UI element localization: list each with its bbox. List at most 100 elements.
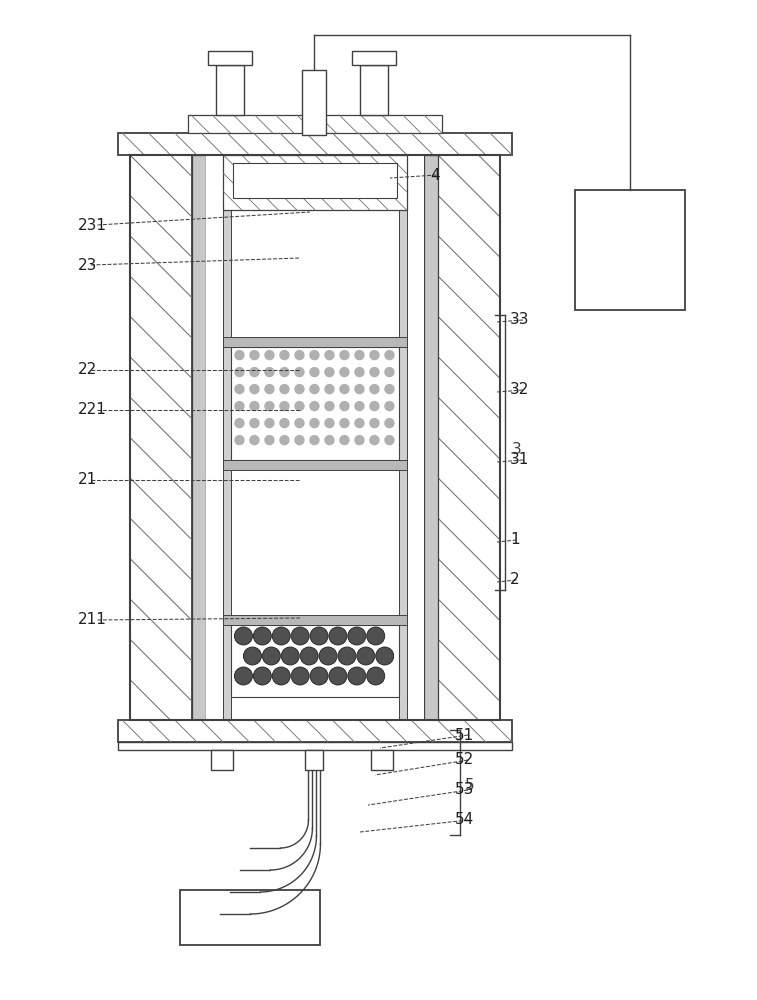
- Circle shape: [338, 647, 356, 665]
- Circle shape: [265, 402, 274, 411]
- Circle shape: [385, 419, 394, 428]
- Bar: [398, 155, 407, 720]
- Circle shape: [357, 647, 375, 665]
- Circle shape: [310, 402, 319, 411]
- Text: 23: 23: [78, 257, 98, 272]
- Circle shape: [282, 647, 299, 665]
- Circle shape: [265, 368, 274, 377]
- Bar: [130, 155, 500, 720]
- Circle shape: [250, 351, 259, 360]
- Circle shape: [370, 351, 379, 360]
- Circle shape: [250, 402, 259, 411]
- Circle shape: [325, 385, 334, 394]
- Text: 3: 3: [512, 442, 522, 458]
- Circle shape: [263, 647, 280, 665]
- Circle shape: [370, 402, 379, 411]
- Text: 53: 53: [455, 782, 475, 798]
- Circle shape: [385, 385, 394, 394]
- Circle shape: [325, 419, 334, 428]
- Circle shape: [295, 419, 304, 428]
- Circle shape: [235, 351, 244, 360]
- Bar: [232, 347, 398, 460]
- Circle shape: [329, 667, 347, 685]
- Circle shape: [295, 368, 304, 377]
- Circle shape: [375, 647, 394, 665]
- Circle shape: [366, 667, 385, 685]
- Circle shape: [265, 419, 274, 428]
- Circle shape: [265, 351, 274, 360]
- Circle shape: [370, 385, 379, 394]
- Circle shape: [347, 667, 366, 685]
- Bar: [424, 155, 438, 720]
- Bar: [211, 750, 233, 770]
- Circle shape: [291, 627, 309, 645]
- Circle shape: [325, 368, 334, 377]
- Circle shape: [310, 351, 319, 360]
- Circle shape: [355, 368, 364, 377]
- Text: 5: 5: [465, 778, 475, 792]
- Circle shape: [273, 627, 290, 645]
- Circle shape: [310, 385, 319, 394]
- Circle shape: [370, 436, 379, 445]
- Circle shape: [235, 368, 244, 377]
- Text: 2: 2: [510, 572, 519, 587]
- Bar: [223, 460, 407, 470]
- Circle shape: [265, 385, 274, 394]
- Circle shape: [235, 436, 244, 445]
- Bar: [223, 155, 407, 210]
- Bar: [118, 742, 512, 750]
- Circle shape: [325, 436, 334, 445]
- Circle shape: [250, 368, 259, 377]
- Circle shape: [329, 627, 347, 645]
- Text: 33: 33: [510, 312, 529, 328]
- Circle shape: [235, 627, 252, 645]
- Circle shape: [265, 436, 274, 445]
- Circle shape: [340, 436, 349, 445]
- Circle shape: [340, 351, 349, 360]
- Circle shape: [385, 436, 394, 445]
- Circle shape: [355, 419, 364, 428]
- Circle shape: [250, 385, 259, 394]
- Bar: [575, 190, 685, 310]
- Circle shape: [355, 402, 364, 411]
- Circle shape: [235, 667, 252, 685]
- Circle shape: [235, 385, 244, 394]
- Circle shape: [310, 419, 319, 428]
- Bar: [206, 155, 424, 720]
- Circle shape: [295, 385, 304, 394]
- Circle shape: [280, 436, 289, 445]
- Circle shape: [280, 419, 289, 428]
- Bar: [223, 615, 407, 625]
- Text: 4: 4: [430, 167, 440, 182]
- Circle shape: [370, 419, 379, 428]
- Text: 211: 211: [78, 612, 107, 628]
- Bar: [192, 155, 206, 720]
- Circle shape: [250, 419, 259, 428]
- Circle shape: [280, 351, 289, 360]
- Circle shape: [280, 368, 289, 377]
- Bar: [371, 750, 393, 770]
- Circle shape: [347, 627, 366, 645]
- Circle shape: [235, 419, 244, 428]
- Circle shape: [366, 627, 385, 645]
- Circle shape: [310, 436, 319, 445]
- Text: 31: 31: [510, 452, 529, 468]
- Bar: [232, 625, 398, 697]
- Circle shape: [340, 419, 349, 428]
- Circle shape: [250, 436, 259, 445]
- Circle shape: [340, 385, 349, 394]
- Text: 52: 52: [455, 752, 474, 768]
- Circle shape: [310, 667, 328, 685]
- Circle shape: [295, 402, 304, 411]
- Bar: [305, 750, 323, 770]
- Circle shape: [385, 402, 394, 411]
- Circle shape: [235, 402, 244, 411]
- Bar: [216, 65, 244, 115]
- Circle shape: [310, 627, 328, 645]
- Circle shape: [291, 667, 309, 685]
- Circle shape: [385, 368, 394, 377]
- Circle shape: [325, 402, 334, 411]
- Bar: [438, 155, 500, 720]
- Circle shape: [355, 436, 364, 445]
- Circle shape: [385, 351, 394, 360]
